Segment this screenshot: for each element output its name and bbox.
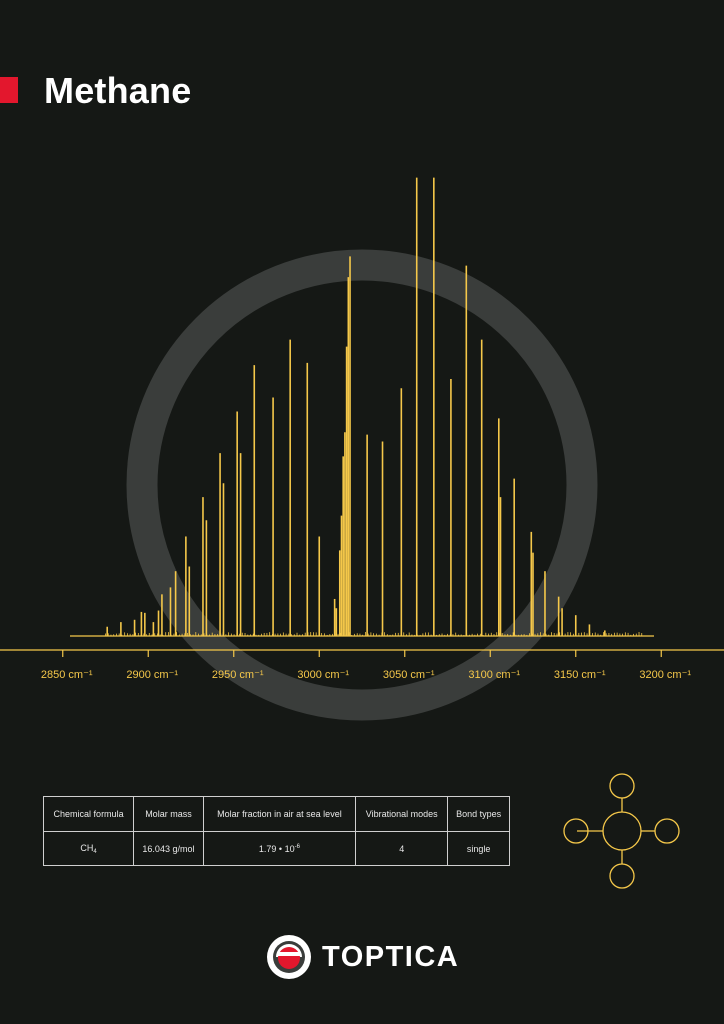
hydrogen-atom-right	[654, 818, 680, 844]
toptica-logo: TOPTICA	[266, 934, 459, 980]
x-tick-label: 3200 cm⁻¹	[639, 669, 691, 681]
page-title: Methane	[44, 70, 192, 111]
hydrogen-atom-bottom	[609, 863, 635, 889]
value-molar-mass: 16.043 g/mol	[133, 831, 204, 866]
methane-molecule-diagram	[563, 773, 680, 889]
properties-header-row: Chemical formula Molar mass Molar fracti…	[42, 796, 510, 832]
hydrogen-atom-top	[609, 773, 635, 799]
x-tick-label: 2850 cm⁻¹	[41, 669, 93, 681]
header-bond-types: Bond types	[447, 796, 510, 832]
x-tick-label: 3050 cm⁻¹	[383, 669, 435, 681]
x-axis-tick-labels: 2850 cm⁻¹ 2900 cm⁻¹ 2950 cm⁻¹ 3000 cm⁻¹ 3050…	[41, 669, 691, 681]
value-bond-types: single	[447, 831, 510, 866]
properties-table: Chemical formula Molar mass Molar fracti…	[42, 796, 510, 866]
carbon-atom	[602, 811, 642, 851]
value-molar-fraction: 1.79 • 10-6	[202, 831, 357, 866]
x-tick-label: 3150 cm⁻¹	[554, 669, 606, 681]
value-vibrational-modes: 4	[355, 831, 449, 866]
x-tick-label: 3100 cm⁻¹	[468, 669, 520, 681]
toptica-logo-text: TOPTICA	[322, 940, 460, 973]
x-tick-label: 2900 cm⁻¹	[126, 669, 178, 681]
background-ring	[126, 249, 598, 721]
hydrogen-atom-left	[563, 818, 589, 844]
x-tick-label: 3000 cm⁻¹	[297, 669, 349, 681]
title-accent-mark	[0, 77, 18, 103]
spectrum-peaks	[106, 177, 606, 636]
header-molar-fraction: Molar fraction in air at sea level	[202, 796, 357, 832]
value-chemical-formula: CH4	[42, 831, 135, 866]
x-tick-label: 2950 cm⁻¹	[212, 669, 264, 681]
toptica-logo-icon	[267, 935, 311, 979]
header-molar-mass: Molar mass	[133, 796, 204, 832]
methane-spectrum-chart: 2850 cm⁻¹ 2900 cm⁻¹ 2950 cm⁻¹ 3000 cm⁻¹ 3050…	[0, 177, 724, 721]
properties-value-row: CH4 16.043 g/mol 1.79 • 10-6 4 single	[42, 831, 510, 866]
header-vibrational-modes: Vibrational modes	[355, 796, 449, 832]
header-chemical-formula: Chemical formula	[42, 796, 135, 832]
x-axis-ticks	[62, 650, 662, 657]
